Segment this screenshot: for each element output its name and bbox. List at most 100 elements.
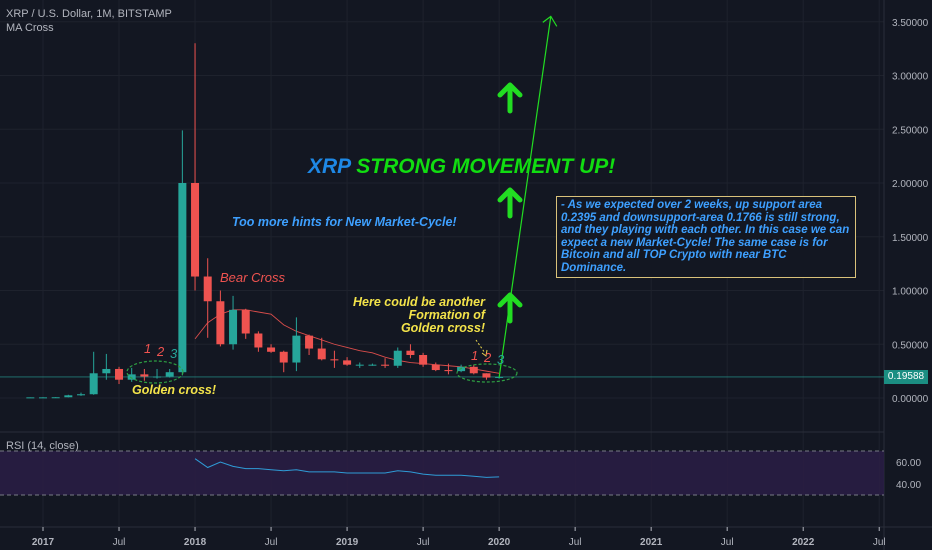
y-tick-label: 2.00000	[892, 179, 929, 190]
candle-body	[305, 335, 314, 349]
candle-body	[355, 364, 364, 366]
candle-body	[406, 350, 415, 355]
candle	[305, 334, 314, 355]
analysis-note: - As we expected over 2 weeks, up suppor…	[556, 196, 856, 278]
x-tick-label: 2022	[792, 537, 815, 548]
candle	[64, 394, 73, 398]
symbol-title: XRP / U.S. Dollar, 1M, BITSTAMP	[6, 8, 172, 20]
candle-body	[203, 276, 212, 302]
candle-body	[482, 373, 491, 378]
candle	[39, 397, 47, 399]
candle-body	[381, 364, 390, 366]
x-tick-label: Jul	[721, 537, 734, 548]
candle	[127, 367, 136, 382]
candle-body	[368, 364, 377, 366]
candle	[216, 290, 225, 347]
highlight-ellipses	[126, 360, 518, 384]
candle-body	[469, 366, 478, 374]
candle	[267, 344, 276, 353]
x-tick-label: Jul	[417, 537, 430, 548]
headline-xrp: XRP	[308, 155, 351, 178]
headline-rest: STRONG MOVEMENT UP!	[356, 155, 616, 178]
count-2-left: 2	[157, 344, 165, 359]
headline: XRP STRONG MOVEMENT UP!	[308, 155, 615, 179]
rsi-tick-label: 40.00	[896, 480, 921, 491]
count-3-left: 3	[170, 346, 178, 361]
candle	[191, 43, 200, 291]
another-line-3: Golden cross!	[400, 321, 485, 335]
candle	[393, 347, 402, 368]
rsi-band	[0, 451, 884, 495]
candle	[140, 368, 149, 381]
candle-body	[64, 395, 73, 398]
y-tick-label: 1.00000	[892, 287, 929, 298]
x-tick-label: 2021	[640, 537, 663, 548]
candle	[368, 363, 377, 366]
x-tick-label: Jul	[265, 537, 278, 548]
x-tick-label: Jul	[873, 537, 886, 548]
y-tick-label: 0.00000	[892, 394, 929, 405]
x-tick-label: 2017	[32, 537, 55, 548]
candle	[482, 373, 491, 380]
candle	[406, 344, 415, 359]
candle	[469, 364, 478, 375]
candle-body	[178, 183, 187, 373]
candle	[444, 363, 453, 375]
candle-body	[292, 335, 301, 363]
golden-cross-ellipse-left	[126, 360, 184, 384]
count-1-right: 1	[471, 348, 479, 363]
x-tick-label: Jul	[113, 537, 126, 548]
candle-body	[127, 374, 136, 380]
candle	[431, 362, 440, 372]
candle-body	[115, 368, 124, 380]
another-golden-cross-label: Here could be another Formation of Golde…	[345, 296, 485, 335]
candle	[343, 357, 352, 366]
projection-arrowhead	[542, 15, 558, 27]
candle-body	[216, 301, 225, 345]
x-tick-label: Jul	[569, 537, 582, 548]
candle	[26, 397, 35, 399]
rsi-tick-label: 60.00	[896, 458, 921, 469]
up-arrow-icon	[497, 82, 523, 114]
candle	[229, 295, 238, 350]
candle-body	[165, 372, 174, 377]
candle-body	[343, 360, 352, 365]
candle	[292, 317, 301, 372]
candle-body	[254, 333, 263, 348]
candle	[178, 130, 187, 376]
y-tick-label: 3.00000	[892, 72, 929, 83]
candle-body	[317, 348, 326, 360]
up-arrow-icon	[497, 187, 523, 219]
x-axis: 2017 Jul 2018 Jul 2019 Jul 2020 Jul 2021 Jul 2022 J…	[32, 527, 886, 548]
candle-body	[153, 376, 162, 378]
y-tick-label: 2.50000	[892, 125, 929, 136]
y-tick-label: 1.50000	[892, 233, 929, 244]
golden-cross-ellipse-right	[456, 363, 518, 383]
candle	[115, 366, 124, 385]
indicator-label[interactable]: MA Cross	[6, 22, 54, 34]
y-axis: 3.50000 3.00000 2.50000 2.00000 1.50000 1.000…	[892, 18, 929, 405]
rsi-label[interactable]: RSI (14, close)	[6, 440, 79, 452]
candles	[26, 43, 504, 399]
candle	[381, 358, 390, 368]
candle-body	[393, 350, 402, 366]
candle	[279, 350, 288, 373]
x-tick-label: 2019	[336, 537, 359, 548]
up-arrow-icon	[497, 292, 523, 324]
count-1-left: 1	[144, 341, 152, 356]
candle	[241, 308, 250, 339]
candle	[51, 397, 60, 399]
rsi-line	[194, 458, 500, 478]
candle-body	[241, 309, 250, 334]
candle	[165, 368, 174, 378]
candle-body	[444, 370, 453, 372]
candle	[419, 352, 428, 367]
candle	[355, 362, 364, 368]
up-arrows	[497, 82, 523, 324]
count-2-right: 2	[484, 350, 492, 365]
bear-cross-label: Bear Cross	[220, 270, 286, 285]
candle-body	[267, 347, 276, 352]
price-badge: 0.19588	[884, 370, 928, 384]
candle-body	[39, 397, 47, 399]
candle	[330, 350, 339, 368]
